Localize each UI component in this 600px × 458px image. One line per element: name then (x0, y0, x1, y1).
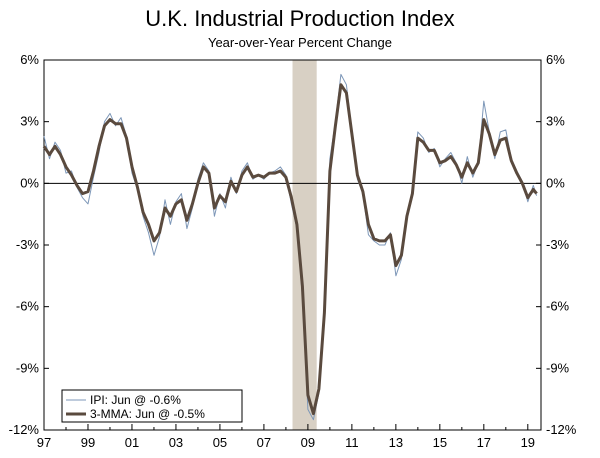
y-tick-label-right: -6% (546, 299, 570, 314)
x-tick-label: 97 (37, 435, 51, 450)
x-tick-label: 05 (213, 435, 227, 450)
x-tick-label: 07 (257, 435, 271, 450)
y-tick-label-right: 6% (546, 52, 565, 67)
y-tick-label-left: -9% (16, 360, 40, 375)
recession-shading (292, 60, 317, 430)
chart-subtitle: Year-over-Year Percent Change (207, 35, 393, 50)
x-tick-label: 01 (125, 435, 139, 450)
chart-title: U.K. Industrial Production Index (145, 6, 455, 31)
x-tick-label: 99 (81, 435, 95, 450)
y-tick-label-left: 0% (20, 175, 39, 190)
x-tick-label: 15 (433, 435, 447, 450)
series-line-ipi (43, 73, 538, 421)
y-tick-label-left: -12% (9, 422, 40, 437)
legend-label: IPI: Jun @ -0.6% (90, 393, 181, 407)
legend-box (61, 389, 243, 423)
series-line-3mma (42, 83, 538, 416)
x-tick-label: 19 (521, 435, 535, 450)
y-tick-label-right: 3% (546, 114, 565, 129)
y-tick-label-right: -3% (546, 237, 570, 252)
x-tick-label: 09 (301, 435, 315, 450)
y-tick-label-left: 3% (20, 114, 39, 129)
y-tick-label-left: 6% (20, 52, 39, 67)
legend-label: 3-MMA: Jun @ -0.5% (90, 407, 205, 421)
x-tick-label: 11 (345, 435, 359, 450)
y-tick-label-right: -12% (546, 422, 577, 437)
y-tick-label-left: -6% (16, 299, 40, 314)
y-tick-label-right: -9% (546, 360, 570, 375)
x-tick-label: 17 (477, 435, 491, 450)
y-tick-label-left: -3% (16, 237, 40, 252)
x-tick-label: 13 (389, 435, 403, 450)
y-tick-label-right: 0% (546, 175, 565, 190)
x-tick-label: 03 (169, 435, 183, 450)
